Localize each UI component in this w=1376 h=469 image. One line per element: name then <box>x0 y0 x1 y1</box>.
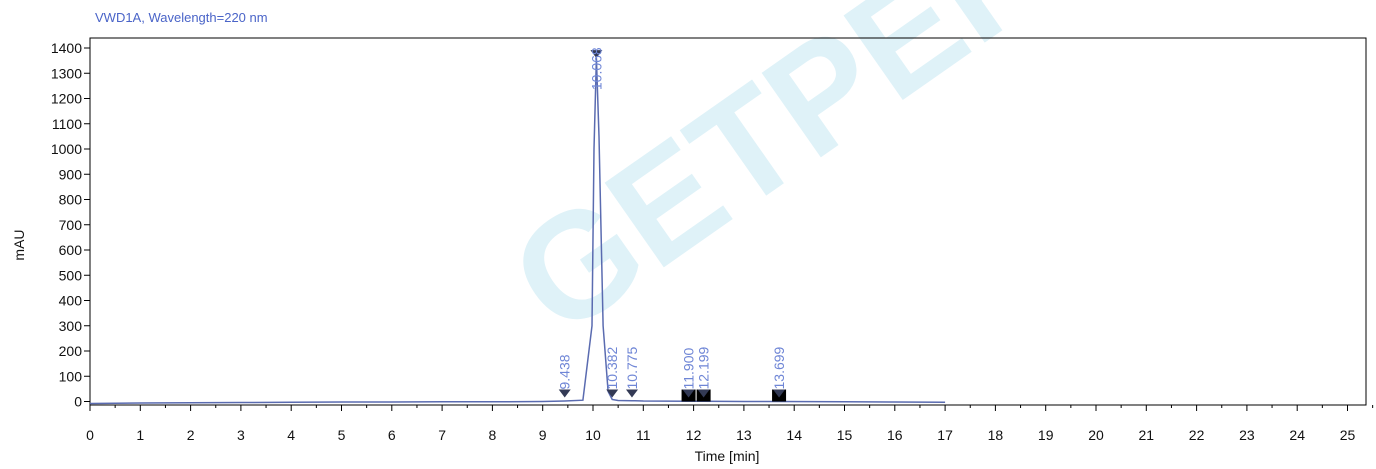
x-tick-label: 9 <box>539 427 547 443</box>
y-tick-label: 100 <box>59 368 83 384</box>
y-tick-label: 1100 <box>52 116 82 132</box>
y-tick-label: 600 <box>59 242 83 258</box>
peak-marker <box>590 50 603 59</box>
y-tick-label: 1400 <box>51 40 82 56</box>
x-tick-label: 3 <box>237 427 245 443</box>
peak-label: 9.438 <box>557 354 573 389</box>
x-tick-label: 23 <box>1239 427 1255 443</box>
x-tick-label: 13 <box>736 427 752 443</box>
plot-frame <box>89 37 1367 406</box>
peak-label: 12.199 <box>696 346 712 389</box>
x-tick-label: 24 <box>1289 427 1305 443</box>
x-tick-label: 0 <box>86 427 94 443</box>
peak-marker <box>682 389 695 398</box>
x-axis-label: Time [min] <box>695 448 760 464</box>
x-tick-label: 6 <box>388 427 396 443</box>
integration-blocks <box>681 389 787 402</box>
x-tick-label: 15 <box>837 427 853 443</box>
x-tick-label: 2 <box>187 427 195 443</box>
x-tick-label: 20 <box>1088 427 1104 443</box>
x-tick-label: 18 <box>988 427 1004 443</box>
y-tick-label: 1000 <box>51 141 82 157</box>
x-tick-label: 21 <box>1139 427 1155 443</box>
peak-label: 10.068 <box>588 47 604 90</box>
y-tick-label: 300 <box>59 318 83 334</box>
x-tick-label: 4 <box>287 427 295 443</box>
peak-markers: 9.438 10.068 10.382 10.775 11.900 12.199 13.69… <box>557 47 787 398</box>
x-tick-label: 10 <box>585 427 601 443</box>
y-tick-label: 1300 <box>51 65 82 81</box>
y-tick-label: 700 <box>59 217 83 233</box>
watermark-text: GETPEPTIDE <box>482 0 1357 366</box>
x-tick-label: 17 <box>937 427 953 443</box>
x-tick-label: 14 <box>786 427 802 443</box>
y-tick-label: 500 <box>59 267 83 283</box>
y-tick-label: 900 <box>59 166 83 182</box>
watermark: GETPEPTIDE <box>482 0 1357 366</box>
x-axis: 0 1 2 3 4 5 6 7 8 9 10 11 12 13 14 15 16 17 18 19 20 21 22 23 24… <box>86 405 1374 443</box>
peak-label: 13.699 <box>771 346 787 389</box>
peak-marker <box>773 389 786 398</box>
peak-label: 10.382 <box>604 346 620 389</box>
chart-title: VWD1A, Wavelength=220 nm <box>95 10 268 25</box>
y-tick-label: 1200 <box>51 91 82 107</box>
peak-marker <box>558 389 571 398</box>
x-tick-label: 12 <box>686 427 702 443</box>
peak-marker <box>625 389 638 398</box>
y-tick-label: 0 <box>74 394 82 410</box>
x-tick-label: 16 <box>887 427 903 443</box>
x-tick-label: 5 <box>338 427 346 443</box>
chromatogram-trace <box>89 58 946 405</box>
x-tick-label: 22 <box>1189 427 1205 443</box>
x-tick-label: 25 <box>1340 427 1356 443</box>
peak-label: 11.900 <box>681 348 697 390</box>
peak-label: 10.775 <box>624 346 640 389</box>
y-tick-label: 400 <box>59 293 83 309</box>
peak-marker <box>606 389 619 398</box>
y-axis: 0 100 200 300 400 500 600 700 800 900 1000 1100 1200… <box>51 40 90 410</box>
y-tick-label: 800 <box>59 192 83 208</box>
x-tick-label: 19 <box>1038 427 1054 443</box>
series-layer <box>89 58 946 405</box>
x-tick-label: 11 <box>636 427 651 443</box>
x-tick-label: 8 <box>489 427 497 443</box>
y-axis-label: mAU <box>11 229 27 260</box>
peak-marker <box>697 389 710 398</box>
x-tick-label: 7 <box>438 427 446 443</box>
x-tick-label: 1 <box>136 427 144 443</box>
y-tick-label: 200 <box>59 343 83 359</box>
